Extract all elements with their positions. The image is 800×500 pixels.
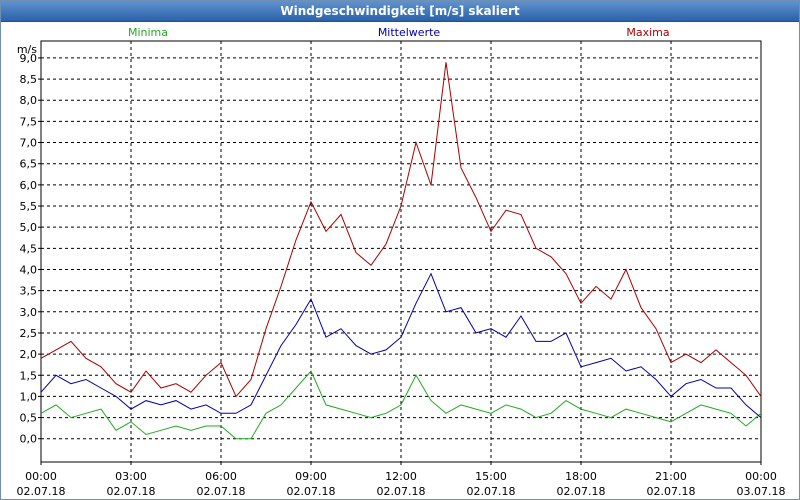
x-tick-label-time: 09:00 bbox=[295, 470, 327, 483]
y-tick-label: 1,5 bbox=[20, 369, 38, 382]
x-tick-label-date: 02.07.18 bbox=[197, 485, 246, 498]
x-tick-label-date: 02.07.18 bbox=[17, 485, 66, 498]
y-tick-label: 0,5 bbox=[20, 412, 38, 425]
x-tick-label-time: 06:00 bbox=[205, 470, 237, 483]
y-tick-label: 8,5 bbox=[20, 73, 38, 86]
y-tick-label: 2,0 bbox=[20, 348, 38, 361]
y-tick-label: 3,0 bbox=[20, 306, 38, 319]
y-axis-label: m/s bbox=[17, 43, 37, 56]
y-tick-label: 6,5 bbox=[20, 158, 38, 171]
x-tick-label-date: 02.07.18 bbox=[107, 485, 156, 498]
x-tick-label-date: 02.07.18 bbox=[467, 485, 516, 498]
x-tick-label-date: 02.07.18 bbox=[287, 485, 336, 498]
y-tick-label: 5,5 bbox=[20, 200, 38, 213]
y-tick-label: 9,0 bbox=[20, 52, 38, 65]
y-tick-label: 0,0 bbox=[20, 433, 38, 446]
x-tick-label-date: 02.07.18 bbox=[557, 485, 606, 498]
y-tick-label: 7,0 bbox=[20, 137, 38, 150]
x-tick-label-date: 03.07.18 bbox=[737, 485, 786, 498]
y-tick-label: 7,5 bbox=[20, 115, 38, 128]
y-tick-label: 1,0 bbox=[20, 390, 38, 403]
x-tick-label-time: 03:00 bbox=[115, 470, 147, 483]
x-tick-label-time: 00:00 bbox=[745, 470, 777, 483]
y-tick-label: 6,0 bbox=[20, 179, 38, 192]
y-tick-label: 8,0 bbox=[20, 94, 38, 107]
x-tick-label-time: 18:00 bbox=[565, 470, 597, 483]
x-tick-label-time: 12:00 bbox=[385, 470, 417, 483]
y-tick-label: 4,5 bbox=[20, 242, 38, 255]
y-tick-label: 3,5 bbox=[20, 285, 38, 298]
title-bar: Windgeschwindigkeit [m/s] skaliert bbox=[1, 1, 799, 22]
x-tick-label-date: 02.07.18 bbox=[647, 485, 696, 498]
series-line-minima bbox=[40, 370, 762, 440]
series-line-mittelwerte bbox=[40, 272, 762, 418]
legend-label-maxima: Maxima bbox=[626, 26, 669, 39]
x-tick-label-time: 00:00 bbox=[25, 470, 57, 483]
legend-label-mittelwerte: Mittelwerte bbox=[378, 26, 441, 39]
y-tick-label: 2,5 bbox=[20, 327, 38, 340]
x-tick-label-time: 21:00 bbox=[655, 470, 687, 483]
series-line-maxima bbox=[40, 62, 762, 398]
window-title: Windgeschwindigkeit [m/s] skaliert bbox=[280, 4, 520, 18]
y-tick-label: 5,0 bbox=[20, 221, 38, 234]
legend-label-minima: Minima bbox=[128, 26, 168, 39]
x-tick-label-time: 15:00 bbox=[475, 470, 507, 483]
y-tick-label: 4,0 bbox=[20, 263, 38, 276]
x-tick-label-date: 02.07.18 bbox=[377, 485, 426, 498]
